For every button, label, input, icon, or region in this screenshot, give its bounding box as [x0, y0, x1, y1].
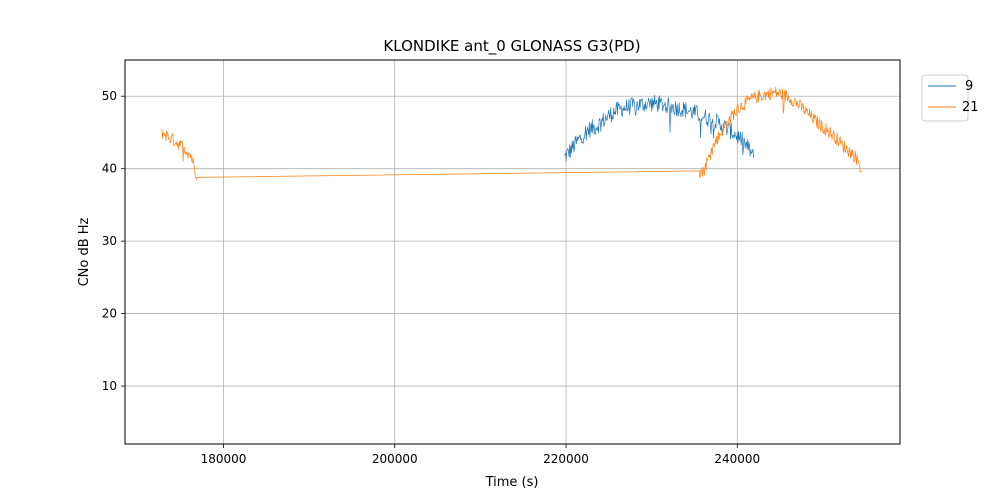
legend-label-series-9: 9 — [965, 79, 973, 94]
y-axis: 10 20 30 40 50 — [102, 89, 125, 393]
y-axis-label: CNo dB Hz — [77, 217, 92, 286]
y-tick-label: 40 — [102, 162, 117, 176]
x-tick-label: 180000 — [201, 452, 247, 466]
x-tick-label: 240000 — [714, 452, 760, 466]
y-tick-label: 20 — [102, 307, 117, 321]
legend: 9 21 — [921, 74, 979, 122]
y-tick-label: 30 — [102, 234, 117, 248]
series-layer — [161, 86, 862, 180]
x-axis: 180000 200000 220000 240000 — [201, 444, 760, 466]
x-tick-label: 220000 — [543, 452, 589, 466]
y-tick-label: 50 — [102, 89, 117, 103]
plot-frame — [124, 59, 901, 445]
x-axis-label: Time (s) — [485, 475, 539, 490]
y-tick-label: 10 — [102, 379, 117, 393]
legend-label-series-21: 21 — [962, 100, 979, 115]
series-line-9 — [564, 94, 754, 162]
x-tick-label: 200000 — [372, 452, 418, 466]
series-line-21 — [161, 86, 862, 180]
chart-title: KLONDIKE ant_0 GLONASS G3(PD) — [383, 37, 640, 56]
